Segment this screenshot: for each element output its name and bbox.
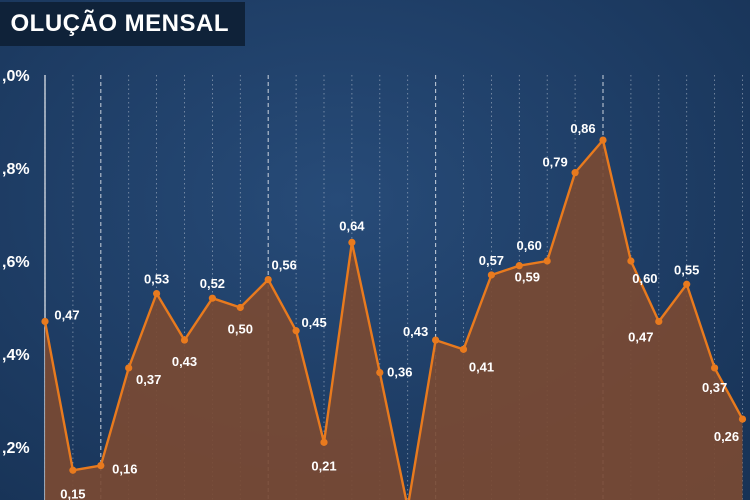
data-label-17: 0,59 bbox=[515, 270, 540, 285]
data-point-11 bbox=[348, 238, 356, 246]
data-label-8: 0,56 bbox=[272, 258, 297, 273]
data-point-7 bbox=[236, 303, 244, 312]
data-point-23 bbox=[683, 280, 691, 288]
data-label-7: 0,50 bbox=[228, 322, 253, 337]
data-label-21: 0,60 bbox=[632, 271, 657, 286]
data-label-24: 0,37 bbox=[702, 380, 727, 395]
data-label-4: 0,53 bbox=[144, 272, 169, 287]
data-label-0: 0,47 bbox=[54, 307, 79, 322]
data-label-19: 0,79 bbox=[542, 155, 567, 170]
data-label-12: 0,36 bbox=[387, 365, 412, 380]
data-point-17 bbox=[515, 262, 523, 270]
chart-title: OLUÇÃO MENSAL bbox=[10, 10, 229, 37]
data-point-16 bbox=[487, 271, 495, 279]
area-fill bbox=[45, 140, 743, 500]
data-label-10: 0,21 bbox=[311, 458, 336, 473]
data-label-1: 0,15 bbox=[60, 486, 85, 500]
data-label-3: 0,37 bbox=[136, 372, 161, 387]
data-point-14 bbox=[432, 336, 440, 344]
data-label-2: 0,16 bbox=[112, 462, 137, 477]
data-label-15: 0,41 bbox=[469, 359, 494, 374]
series-line-path bbox=[43, 138, 744, 500]
data-point-24 bbox=[711, 364, 719, 372]
data-point-8 bbox=[264, 276, 272, 284]
data-label-18: 0,60 bbox=[517, 238, 542, 253]
data-label-16: 0,57 bbox=[479, 253, 504, 268]
data-point-15 bbox=[459, 345, 468, 353]
data-label-23: 0,55 bbox=[674, 262, 699, 277]
data-label-9: 0,45 bbox=[301, 315, 326, 330]
data-label-20: 0,86 bbox=[570, 121, 595, 136]
data-point-20 bbox=[599, 136, 607, 144]
data-point-3 bbox=[125, 364, 133, 372]
data-labels: 0,47 0,15 0,16 0,37 0,53 0,43 0,52 0,50 0,56 0,45… bbox=[54, 121, 739, 500]
data-point-9 bbox=[292, 327, 300, 335]
data-point-19 bbox=[571, 169, 579, 177]
data-label-22: 0,47 bbox=[628, 329, 653, 344]
data-point-0 bbox=[41, 317, 49, 326]
data-points bbox=[41, 136, 747, 474]
data-point-6 bbox=[208, 294, 216, 302]
data-point-22 bbox=[655, 317, 663, 326]
data-point-12 bbox=[376, 369, 384, 377]
data-point-10 bbox=[320, 438, 328, 446]
data-point-18 bbox=[543, 257, 551, 265]
y-tick-label: ,0% bbox=[2, 68, 30, 85]
data-label-14: 0,43 bbox=[403, 324, 428, 339]
data-point-21 bbox=[627, 257, 635, 265]
data-point-2 bbox=[97, 462, 105, 470]
y-tick-label: ,4% bbox=[2, 347, 30, 364]
data-point-4 bbox=[153, 289, 161, 298]
y-tick-label: ,2% bbox=[2, 440, 30, 457]
data-label-25: 0,26 bbox=[714, 429, 739, 444]
data-label-11: 0,64 bbox=[339, 218, 365, 233]
data-point-5 bbox=[180, 336, 189, 344]
data-label-5: 0,43 bbox=[172, 354, 197, 369]
series-line bbox=[43, 138, 744, 500]
y-axis-ticks: ,2% ,4% ,6% ,8% ,0% bbox=[2, 68, 30, 457]
data-point-25 bbox=[738, 415, 747, 423]
y-tick-label: ,6% bbox=[2, 254, 30, 271]
area-path bbox=[45, 140, 743, 500]
data-point-1 bbox=[69, 466, 77, 474]
data-label-6: 0,52 bbox=[200, 276, 225, 291]
y-tick-label: ,8% bbox=[2, 161, 30, 178]
chart-title-banner: OLUÇÃO MENSAL bbox=[0, 2, 245, 46]
